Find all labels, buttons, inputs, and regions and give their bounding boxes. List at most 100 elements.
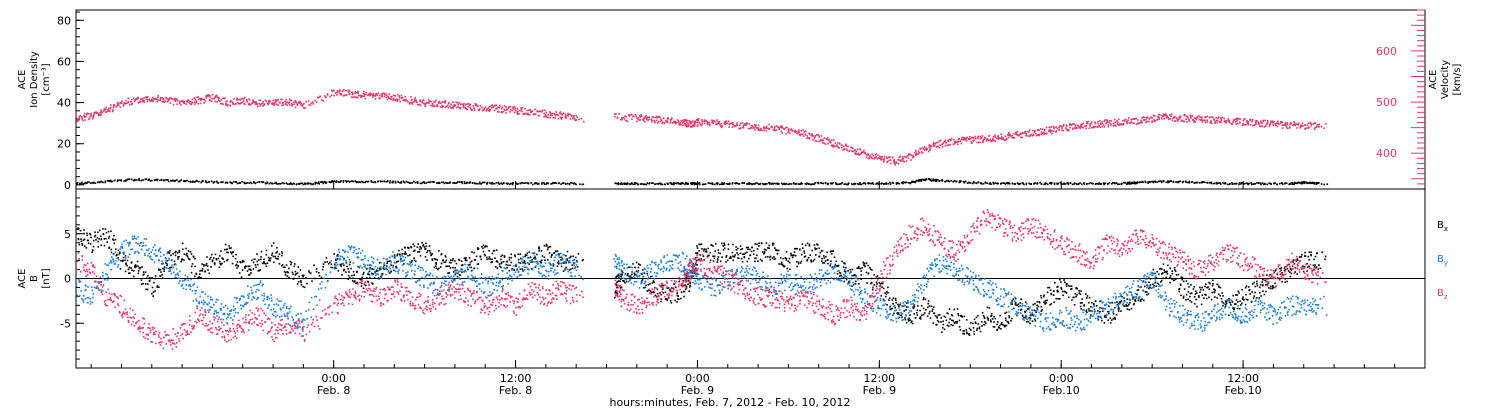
velocity-series-point (709, 123, 711, 125)
Bx-series-point (615, 276, 617, 279)
Bx-series-point (884, 292, 886, 294)
velocity-series-point (286, 101, 288, 103)
velocity-series-point (854, 152, 856, 154)
velocity-series-point (1029, 134, 1031, 136)
Bx-series-point (460, 264, 463, 267)
density-series-point (221, 181, 223, 184)
velocity-series-point (1000, 138, 1003, 140)
density-series-point (241, 181, 243, 183)
Bx-series-point (403, 263, 405, 265)
velocity-series-point (724, 123, 726, 126)
Bx-series-point (94, 231, 96, 233)
velocity-series-point (1304, 124, 1307, 126)
velocity-series-point (357, 92, 359, 94)
velocity-series-point (1098, 125, 1100, 127)
density-series-point (431, 181, 434, 183)
velocity-series-point (1198, 118, 1201, 121)
Bx-series-point (152, 291, 155, 293)
density-series-point (156, 178, 159, 181)
Bx-series-point (666, 287, 668, 290)
Bx-series-point (633, 272, 636, 274)
velocity-series-point (152, 100, 154, 102)
velocity-series-point (1062, 124, 1065, 126)
velocity-series-point (1065, 128, 1068, 130)
velocity-series-point (1251, 120, 1254, 123)
velocity-series-point (754, 123, 756, 126)
Bx-series-point (503, 255, 506, 257)
velocity-series-point (820, 135, 823, 137)
velocity-series-point (1138, 122, 1141, 124)
velocity-series-point (1130, 121, 1133, 124)
density-series-point (1193, 182, 1195, 184)
Bx-series-point (684, 284, 686, 287)
Bx-series-point (782, 257, 784, 260)
density-series-point (477, 183, 479, 185)
velocity-series-point (193, 103, 196, 105)
density-series-point (1305, 181, 1307, 183)
Bx-series-point (114, 238, 117, 241)
density-series-point (1128, 181, 1131, 184)
velocity-series-point (1049, 128, 1051, 131)
velocity-series-point (1157, 118, 1159, 120)
velocity-series-point (569, 118, 572, 120)
Bx-series-point (211, 253, 213, 256)
Bx-series-point (395, 265, 397, 268)
velocity-series-point (1300, 124, 1302, 126)
velocity-series-point (1148, 120, 1150, 123)
velocity-series-point (1285, 126, 1288, 128)
density-series-point (1219, 182, 1221, 184)
velocity-series-point (963, 137, 966, 140)
velocity-series-point (1277, 120, 1279, 123)
density-series-point (411, 182, 414, 184)
Bx-series-point (335, 267, 337, 270)
velocity-series-point (808, 132, 810, 135)
density-series-point (903, 181, 906, 184)
Bx-series-point (864, 265, 866, 268)
velocity-series-point (701, 123, 703, 125)
Bx-series-point (696, 245, 698, 247)
velocity-series-point (720, 126, 723, 128)
velocity-series-point (638, 114, 641, 117)
velocity-series-point (518, 113, 520, 115)
velocity-series-point (1092, 126, 1095, 129)
density-tick-label: 0 (64, 179, 71, 192)
density-series-point (561, 182, 564, 185)
density-series-point (761, 182, 764, 185)
velocity-series-point (788, 129, 790, 132)
velocity-series-point (1085, 125, 1087, 127)
velocity-series-point (713, 120, 716, 122)
Bx-series-point (1005, 319, 1007, 322)
velocity-series-point (639, 119, 641, 121)
Bx-series-point (292, 273, 294, 275)
Bx-series-point (689, 282, 691, 285)
Bx-series-point (919, 318, 922, 320)
Bx-series-point (783, 265, 786, 267)
Bx-series-point (656, 292, 659, 295)
density-series-point (1198, 182, 1201, 184)
velocity-series-point (654, 120, 656, 123)
velocity-series-point (912, 156, 915, 158)
density-series-point (857, 183, 860, 186)
density-series-point (172, 180, 175, 182)
Bx-series-point (503, 256, 506, 258)
Bx-series-point (437, 268, 439, 271)
Bx-series-point (930, 305, 933, 308)
velocity-series-point (712, 122, 715, 125)
Bx-series-point (482, 250, 485, 253)
Bx-series-point (413, 259, 416, 262)
velocity-series-point (1220, 118, 1222, 120)
x-tick-time-label: 0:00 (321, 372, 346, 385)
density-series-point (1118, 183, 1120, 185)
velocity-series-point (1233, 119, 1235, 122)
velocity-series-point (116, 101, 119, 104)
Bx-series-point (273, 261, 275, 264)
x-tick-date-label: Feb. 8 (317, 384, 350, 397)
Bx-series-point (803, 250, 805, 252)
velocity-series-point (554, 113, 556, 115)
Bx-series-point (955, 321, 957, 323)
Bx-series-point (252, 268, 255, 270)
velocity-series-point (1015, 133, 1017, 135)
velocity-series-point (970, 141, 972, 143)
velocity-series-point (257, 105, 259, 108)
velocity-series-point (870, 156, 872, 159)
